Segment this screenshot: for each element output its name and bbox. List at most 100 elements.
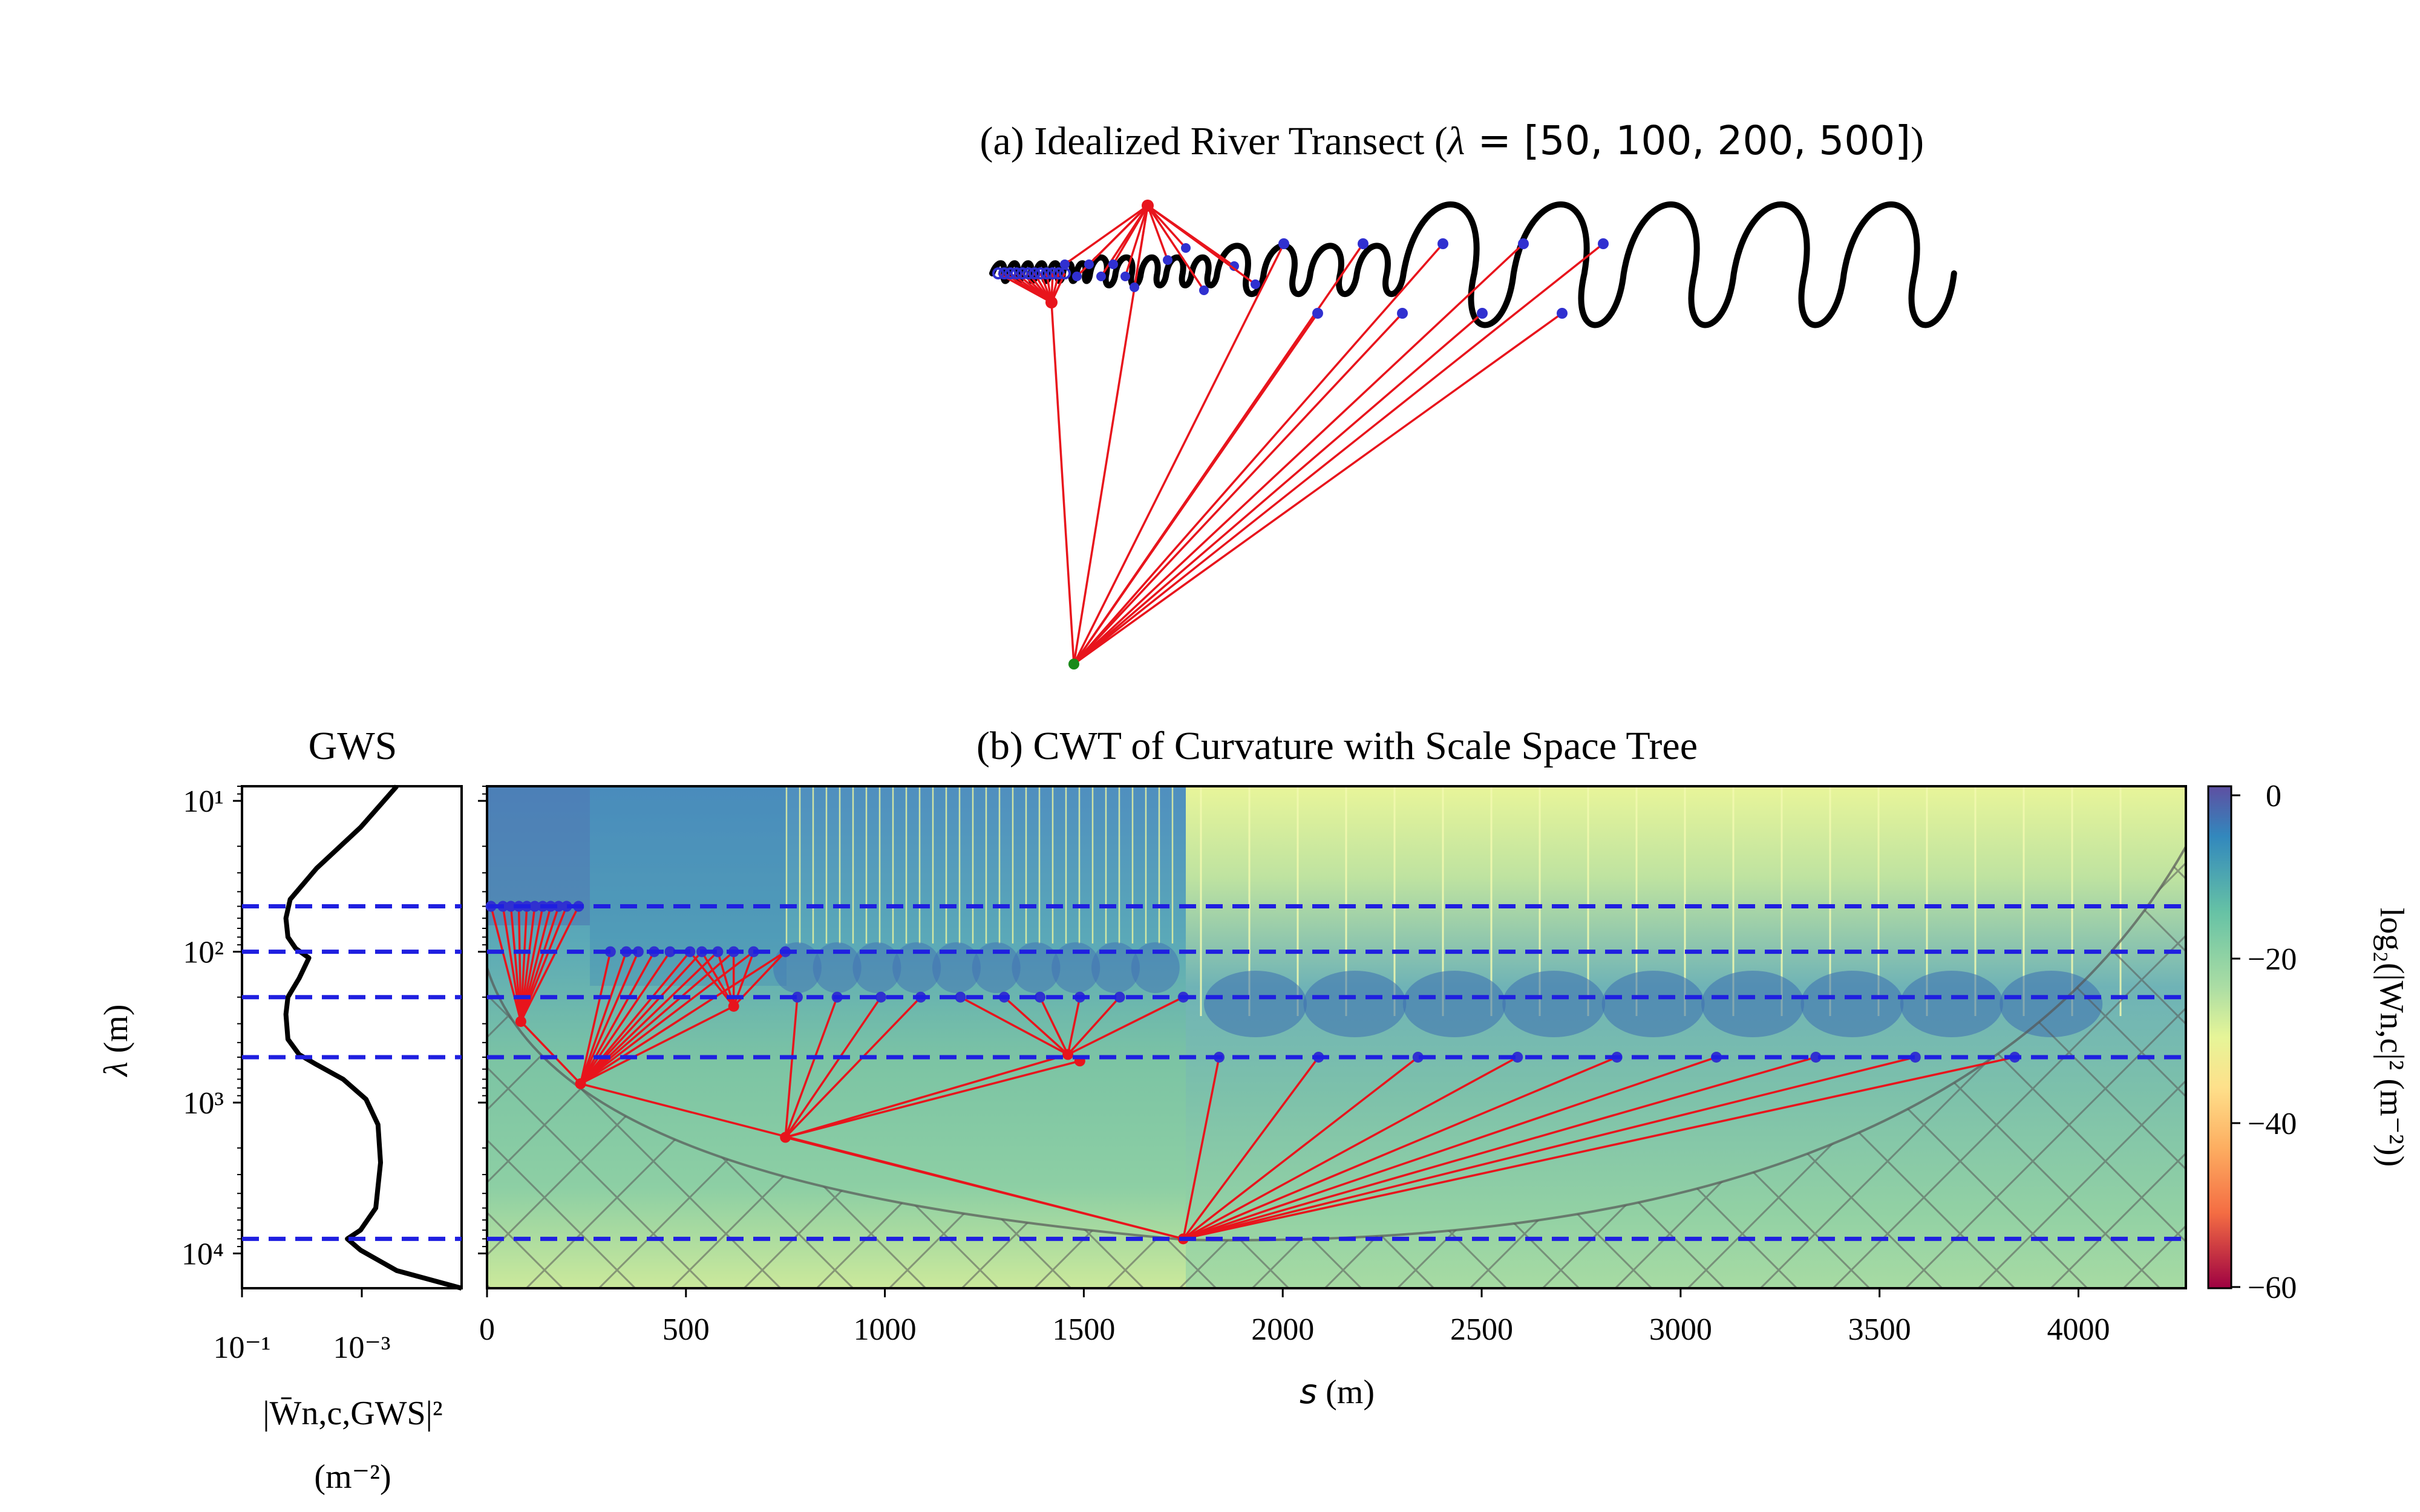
- transect-tree-edge: [1133, 205, 1149, 288]
- tree-leaf-node: [529, 901, 540, 912]
- tree-edge: [1183, 1056, 1816, 1240]
- cwt-xtick-label: 3500: [1848, 1312, 1911, 1347]
- tree-leaf-node: [1909, 1051, 1921, 1063]
- tree-edge: [785, 1060, 1081, 1139]
- tree-leaf-node: [875, 991, 887, 1003]
- cwt-energy-blob: [1900, 971, 2003, 1037]
- tree-leaf-node: [791, 991, 803, 1003]
- tree-edge: [520, 905, 580, 1022]
- colorbar-ticks: 0 −20 −40 −60: [2231, 779, 2297, 1305]
- y-tick-label: 10¹: [183, 784, 224, 819]
- tree-leaf-node: [712, 946, 724, 957]
- tree-leaf-node: [1412, 1051, 1424, 1063]
- transect-node: [1251, 279, 1260, 289]
- transect-node: [1397, 308, 1408, 319]
- tree-edge: [520, 906, 528, 1022]
- transect-tree-edge: [1088, 204, 1149, 266]
- cwt-energy-blob: [972, 942, 1021, 993]
- transect-node: [1120, 272, 1130, 281]
- tree-leaf-node: [553, 901, 564, 912]
- cwt-energy-blob: [1091, 942, 1140, 993]
- transect-node: [1477, 308, 1488, 319]
- tree-edge: [1067, 997, 1081, 1055]
- transect-tree-edge: [1073, 243, 1444, 665]
- tree-edge: [1067, 996, 1184, 1056]
- tree-edge: [784, 997, 839, 1138]
- transect-node: [1312, 308, 1323, 319]
- transect-hub-node: [1142, 200, 1154, 212]
- transect-tree-edge: [1112, 205, 1149, 265]
- tree-edge: [509, 906, 522, 1022]
- tree-edge: [520, 905, 560, 1022]
- tree-leaf-node: [1810, 1051, 1822, 1063]
- cwt-xtick-label: 500: [662, 1312, 710, 1347]
- river-transect-plot: [989, 200, 1957, 670]
- transect-node: [1084, 259, 1094, 269]
- transect-node: [1096, 272, 1106, 281]
- gws-xtick-label: 10⁻¹: [213, 1331, 270, 1365]
- transect-node: [1199, 285, 1209, 295]
- transect-node: [1437, 238, 1448, 249]
- cwt-energy-blob: [1131, 942, 1180, 993]
- tree-edge: [520, 906, 552, 1022]
- tree-leaf-node: [505, 901, 517, 912]
- transect-tree-edge: [1073, 312, 1483, 665]
- tree-edge: [1182, 1056, 1519, 1240]
- transect-node: [1010, 267, 1022, 279]
- cwt-energy-blob: [813, 942, 862, 993]
- transect-hub-node: [1045, 296, 1058, 308]
- tree-edge: [502, 906, 522, 1022]
- tree-edge: [1182, 1056, 1320, 1240]
- transect-node: [1358, 238, 1369, 249]
- tree-edge: [520, 906, 544, 1022]
- transect-node: [998, 267, 1010, 279]
- tree-internal-node: [780, 1132, 791, 1143]
- transect-node: [1060, 259, 1070, 269]
- tree-edge: [1067, 996, 1120, 1055]
- gws-xlabel: |W̄n,c,GWS|²: [263, 1395, 442, 1432]
- gws-xlabel-unit: (m⁻²): [314, 1458, 391, 1496]
- tree-internal-node: [728, 1000, 739, 1012]
- colorbar-tick-label: −40: [2248, 1107, 2297, 1141]
- cwt-energy-blob: [1601, 971, 1705, 1037]
- cwt-energy-blob: [1204, 971, 1307, 1037]
- transect-tree-edge: [1073, 312, 1563, 665]
- transect-tree-edge: [1146, 204, 1257, 285]
- colorbar: [2207, 785, 2232, 1289]
- transect-node: [1053, 267, 1065, 279]
- cwt-energy-blob: [1051, 942, 1100, 993]
- reference-wavelength-lines: [487, 904, 2186, 1241]
- cwt-xtick-label: 2500: [1450, 1312, 1513, 1347]
- tree-edge: [517, 906, 522, 1022]
- transect-node: [1022, 267, 1035, 279]
- cwt-energy-blob: [1012, 942, 1061, 993]
- panel-b-title: (b) CWT of Curvature with Scale Space Tr…: [976, 724, 1698, 768]
- tree-edge: [1183, 1056, 1618, 1240]
- colorbar-tick-label: −60: [2248, 1271, 2297, 1305]
- tree-edge: [580, 951, 703, 1085]
- cwt-xlabel: s (m): [1300, 1372, 1375, 1412]
- transect-node: [1016, 267, 1028, 279]
- transect-node: [1004, 267, 1016, 279]
- tree-edge: [580, 951, 691, 1085]
- tree-edge: [489, 906, 522, 1022]
- cwt-energy-blob: [1502, 971, 1606, 1037]
- transect-tree-edge: [1064, 204, 1149, 266]
- tree-edge: [520, 906, 536, 1022]
- transect-node: [1518, 238, 1529, 249]
- cwt-xtick-label: 1500: [1052, 1312, 1115, 1347]
- cwt-energy-blob: [1701, 971, 1805, 1037]
- colorbar-tick-label: −20: [2248, 942, 2297, 977]
- tree-leaf-node: [632, 946, 644, 957]
- tree-leaf-node: [561, 901, 572, 912]
- tree-leaf-node: [1114, 991, 1125, 1003]
- y-tick-label: 10⁴: [182, 1237, 224, 1272]
- cwt-xticks: 0 500 1000 1500 2000 2500 3000 3500 4000: [479, 1288, 2110, 1347]
- tree-edge: [579, 951, 612, 1084]
- tree-edge: [1182, 1056, 1419, 1240]
- gws-xticks: 10⁻¹ 10⁻³: [213, 1288, 391, 1365]
- cwt-xtick-label: 3000: [1649, 1312, 1712, 1347]
- panel-a-title: (a) Idealized River Transect (λ = [50, 1…: [980, 117, 1925, 164]
- tree-edge: [580, 951, 655, 1084]
- tree-internal-node: [1062, 1049, 1074, 1060]
